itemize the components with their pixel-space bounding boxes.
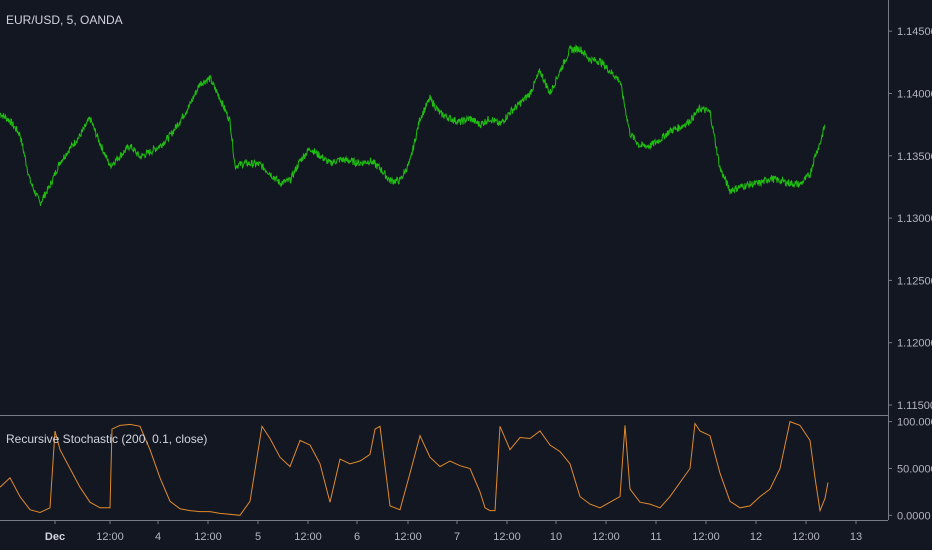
time-tick-label: 4 [155, 531, 161, 543]
price-tick-label: 1.14500 [897, 26, 932, 38]
time-tick-label: 7 [454, 531, 460, 543]
price-tick-label: 1.13500 [897, 151, 932, 163]
time-axis[interactable]: Dec 12:00 4 12:00 5 12:00 6 12:00 7 12:00 10 12:00 1… [45, 520, 862, 543]
time-tick-label: 12 [750, 531, 762, 543]
indicator-axis[interactable]: 100.0000 50.0000 0.0000 [888, 417, 932, 523]
price-line[interactable] [0, 44, 826, 206]
price-axis[interactable]: 1.14500 1.14000 1.13500 1.13000 1.12500 1.120… [888, 26, 932, 412]
time-tick-label: 12:00 [96, 531, 124, 543]
price-tick-label: 1.11500 [897, 400, 932, 412]
price-tick-label: 1.12000 [897, 338, 932, 350]
time-tick-label: 12:00 [792, 531, 820, 543]
indicator-tick-label: 50.0000 [897, 463, 932, 475]
price-tick-label: 1.13000 [897, 213, 932, 225]
indicator-series [0, 420, 829, 516]
time-tick-label: 13 [850, 531, 862, 543]
price-tick-label: 1.12500 [897, 275, 932, 287]
indicator-line[interactable] [0, 420, 829, 516]
time-tick-label: 10 [550, 531, 562, 543]
time-tick-label: 6 [354, 531, 360, 543]
price-series [0, 44, 826, 206]
indicator-tick-label: 0.0000 [897, 510, 931, 522]
time-tick-label: 11 [650, 531, 661, 543]
price-tick-label: 1.14000 [897, 88, 932, 100]
indicator-tick-label: 100.0000 [897, 417, 932, 429]
indicator-label[interactable]: Recursive Stochastic (200, 0.1, close) [6, 432, 207, 446]
time-tick-label: 12:00 [294, 531, 322, 543]
time-tick-label: 5 [255, 531, 261, 543]
time-tick-label: 12:00 [692, 531, 720, 543]
symbol-label[interactable]: EUR/USD, 5, OANDA [6, 13, 123, 27]
time-tick-label: Dec [45, 531, 65, 543]
time-tick-label: 12:00 [194, 531, 222, 543]
time-tick-label: 12:00 [493, 531, 521, 543]
time-tick-label: 12:00 [394, 531, 422, 543]
time-tick-label: 12:00 [592, 531, 620, 543]
